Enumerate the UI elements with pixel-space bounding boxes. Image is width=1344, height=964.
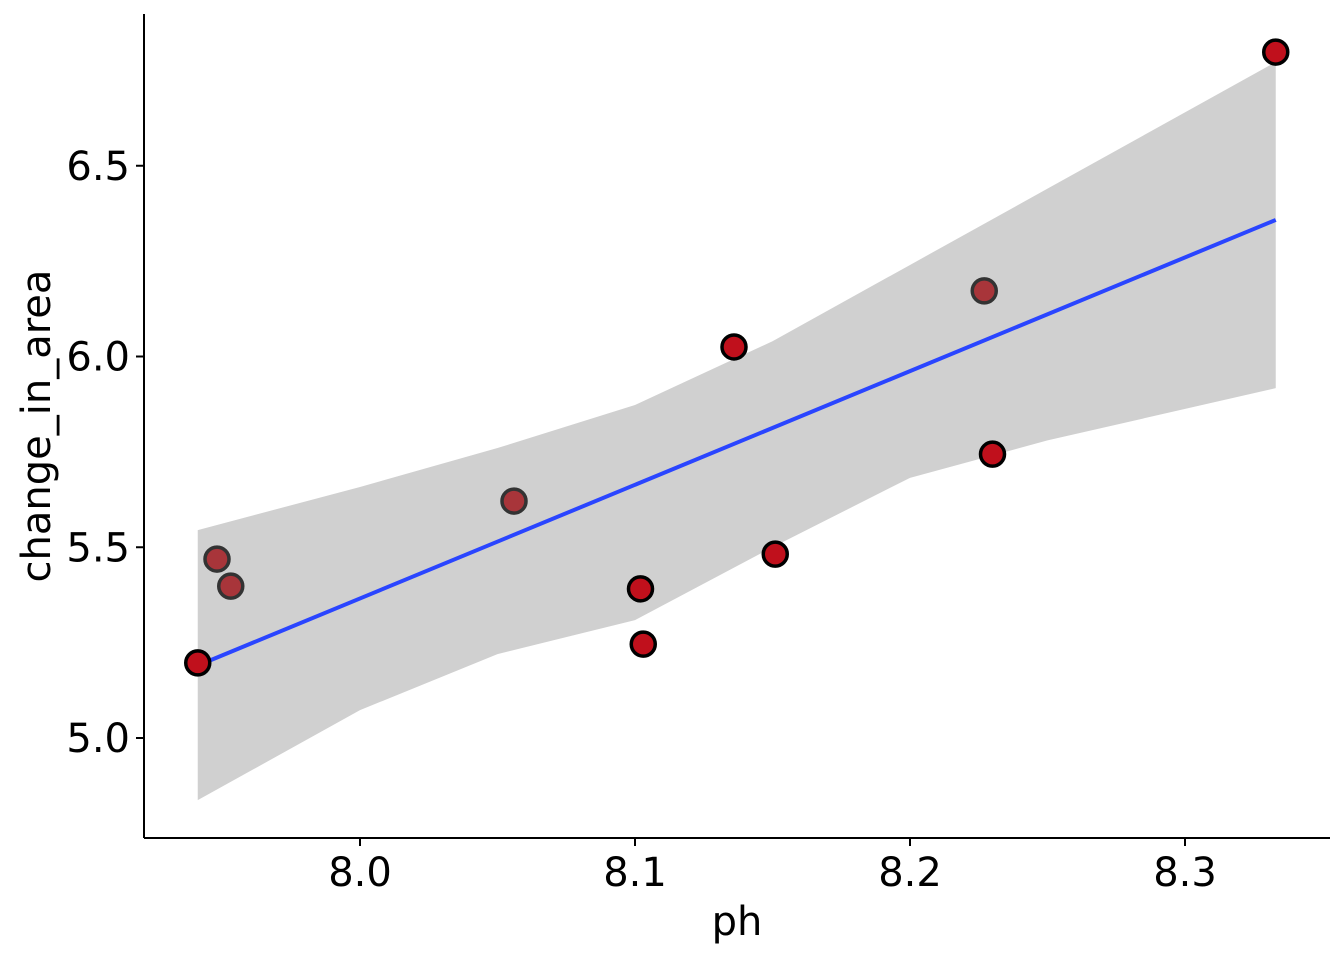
data-point bbox=[720, 333, 748, 361]
data-point bbox=[217, 572, 245, 600]
data-point bbox=[978, 440, 1007, 468]
x-tick-label: 8.0 bbox=[328, 850, 392, 896]
data-point bbox=[626, 575, 655, 603]
y-axis-title: change_in_area bbox=[14, 270, 60, 583]
data-point bbox=[629, 630, 657, 658]
x-tick-label: 8.3 bbox=[1153, 850, 1217, 896]
x-tick-label: 8.1 bbox=[603, 850, 667, 896]
data-point bbox=[184, 649, 212, 677]
data-point bbox=[203, 545, 231, 573]
y-tick-label: 6.0 bbox=[66, 335, 130, 381]
y-tick-label: 5.0 bbox=[66, 716, 130, 762]
data-point bbox=[500, 487, 528, 515]
data-point bbox=[970, 277, 998, 305]
data-point bbox=[761, 540, 789, 568]
regression-line bbox=[196, 218, 1277, 668]
x-axis-title: ph bbox=[712, 899, 763, 945]
x-tick-label: 8.2 bbox=[878, 850, 942, 896]
y-tick-label: 5.5 bbox=[66, 525, 130, 571]
data-point bbox=[1262, 38, 1290, 66]
confidence-band bbox=[197, 61, 1276, 801]
y-tick-label: 6.5 bbox=[66, 144, 130, 190]
